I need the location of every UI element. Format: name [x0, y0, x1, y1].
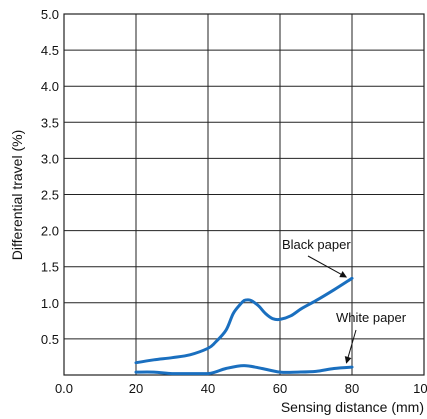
x-tick-label: 0.0	[55, 381, 73, 396]
x-tick-label: 60	[273, 381, 287, 396]
y-tick-label: 2.5	[41, 188, 59, 203]
x-tick-label: 40	[201, 381, 215, 396]
y-tick-label: 3.0	[41, 151, 59, 166]
x-axis-label: Sensing distance (mm)	[281, 399, 424, 415]
y-tick-label: 4.0	[41, 79, 59, 94]
y-tick-label: 3.5	[41, 115, 59, 130]
annotation-black-paper: Black paper	[282, 237, 351, 252]
x-tick-label: 100	[413, 381, 427, 396]
plot-frame	[63, 13, 425, 376]
series-line-white-paper	[134, 364, 354, 376]
y-tick-label: 2.0	[41, 224, 59, 239]
y-tick-label: 4.5	[41, 43, 59, 58]
annotation-arrow-black-paper	[307, 255, 348, 278]
annotations: Black paper White paper	[282, 237, 407, 364]
grid-lines	[64, 14, 424, 375]
y-tick-label: 1.5	[41, 260, 59, 275]
annotation-white-paper: White paper	[336, 310, 407, 325]
y-tick-label: 0.5	[41, 332, 59, 347]
x-tick-label: 20	[129, 381, 143, 396]
y-tick-label: 1.0	[41, 296, 59, 311]
series-line-black-paper	[134, 276, 354, 365]
tick-labels: 0.0 20 40 60 80 100 0.5 1.0 1.5 2.0 2.5 3.0 3.5 4.0 4.…	[41, 7, 427, 396]
series-layer	[134, 276, 354, 376]
y-axis-label: Differential travel (%)	[9, 130, 25, 260]
x-tick-label: 80	[345, 381, 359, 396]
annotation-arrow-white-paper	[344, 329, 357, 364]
y-tick-label: 5.0	[41, 7, 59, 22]
